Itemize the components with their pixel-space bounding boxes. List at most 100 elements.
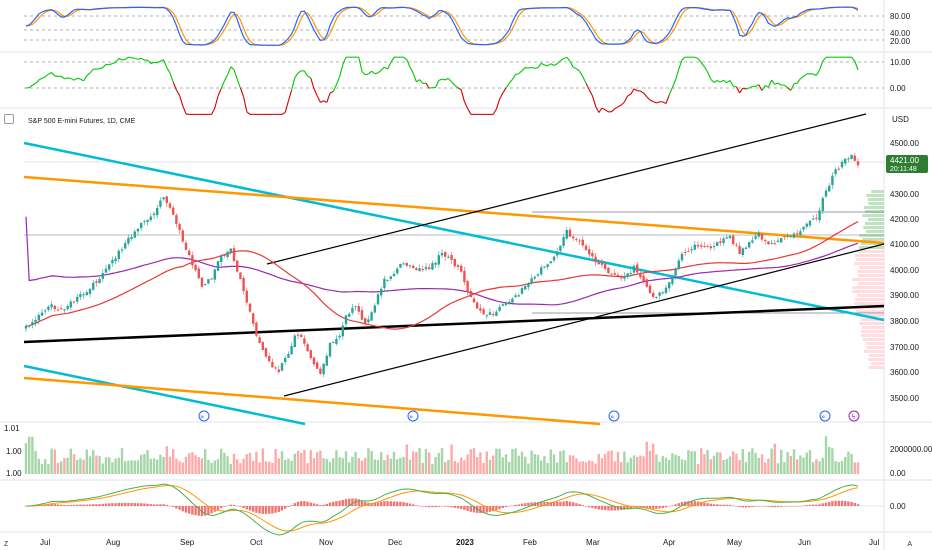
- oscillator-segment: [716, 79, 721, 83]
- time-axis-label: Jul: [869, 538, 879, 547]
- macd-histogram-bar: [415, 505, 418, 506]
- macd-histogram-bar: [223, 506, 226, 507]
- volume-profile-bar: [863, 314, 884, 317]
- macd-histogram-bar: [293, 503, 296, 506]
- macd-histogram-bar: [69, 504, 72, 506]
- svg-text:»: »: [610, 413, 614, 421]
- volume-profile-bar: [863, 350, 884, 353]
- candle-body: [604, 264, 607, 269]
- cyan-trendline[interactable]: [23, 364, 306, 426]
- volume-bar: [757, 457, 760, 474]
- event-marker-icon[interactable]: »: [608, 410, 620, 422]
- macd-histogram-bar: [296, 501, 300, 506]
- volume-profile-bar: [861, 318, 884, 321]
- candle-body: [63, 309, 66, 311]
- volume-bar: [248, 452, 252, 474]
- orange-trendline[interactable]: [23, 175, 885, 245]
- candle-body: [661, 292, 664, 294]
- candle-body: [50, 304, 53, 308]
- macd-histogram-bar: [517, 504, 520, 506]
- candle-body: [197, 268, 200, 279]
- oscillator-segment: [89, 68, 94, 74]
- volume-bar: [143, 453, 146, 474]
- channel-upper-line[interactable]: [266, 113, 867, 265]
- oscillator-segment: [429, 86, 433, 89]
- oscillator-segment: [403, 56, 408, 61]
- oscillator-segment: [822, 56, 827, 62]
- macd-line: [26, 483, 859, 536]
- volume-bar: [556, 462, 559, 474]
- volume-bar: [578, 461, 581, 474]
- candle-body: [424, 267, 428, 270]
- event-marker-icon[interactable]: »: [198, 410, 210, 422]
- oscillator-segment: [147, 59, 152, 64]
- oscillator-segment: [38, 77, 43, 81]
- chart-settings-icon[interactable]: [4, 114, 14, 124]
- macd-histogram-bar: [444, 506, 447, 507]
- volume-bar: [156, 459, 159, 474]
- black-trendline[interactable]: [23, 304, 885, 344]
- macd-histogram-bar: [844, 500, 847, 506]
- volume-bar: [600, 458, 604, 474]
- macd-histogram-bar: [204, 506, 207, 516]
- lightning-icon[interactable]: ϟ: [848, 410, 860, 422]
- oscillator-segment: [531, 66, 535, 69]
- orange-trendline[interactable]: [23, 376, 601, 426]
- candle-body: [824, 190, 828, 197]
- volume-bar: [434, 456, 437, 474]
- volume-bar: [284, 459, 287, 474]
- oscillator-segment: [771, 79, 776, 85]
- event-marker-icon[interactable]: »: [819, 410, 831, 422]
- volume-bar: [620, 461, 623, 474]
- macd-histogram-bar: [386, 501, 389, 506]
- macd-histogram-bar: [597, 506, 600, 510]
- macd-histogram-bar: [652, 506, 655, 509]
- candle-body: [149, 216, 152, 221]
- candle-body: [312, 357, 316, 365]
- channel-lower-line[interactable]: [283, 243, 885, 397]
- cyan-trendline[interactable]: [23, 141, 885, 322]
- candle-body: [751, 240, 754, 243]
- auto-scale-button[interactable]: A: [907, 541, 912, 548]
- volume-bar: [360, 460, 364, 474]
- macd-histogram-bar: [639, 506, 642, 508]
- volume-bar: [319, 450, 322, 474]
- macd-histogram-bar: [341, 499, 344, 506]
- macd-histogram-bar: [95, 504, 98, 506]
- candle-body: [178, 224, 181, 231]
- volume-bar: [837, 462, 840, 474]
- candle-body: [834, 169, 837, 175]
- candle-body: [98, 279, 101, 284]
- candle-body: [434, 262, 437, 265]
- candle-body: [399, 263, 402, 268]
- macd-axis-label: 0.00: [890, 502, 906, 511]
- timezone-toggle-button[interactable]: Z: [4, 541, 9, 548]
- oscillator-segment: [560, 58, 564, 62]
- candle-body: [92, 282, 95, 290]
- volume-bar: [37, 458, 40, 474]
- volume-bar: [82, 459, 85, 474]
- macd-histogram-bar: [360, 500, 364, 506]
- volume-bar: [463, 460, 466, 474]
- candle-body: [191, 255, 194, 266]
- candle-body: [533, 276, 536, 279]
- oscillator-segment: [537, 62, 542, 69]
- candle-body: [818, 210, 821, 221]
- volume-bar: [789, 455, 792, 474]
- event-markers[interactable]: » » » » ϟ: [198, 410, 860, 422]
- macd-histogram-bar: [524, 503, 527, 506]
- volume-profile-bar: [855, 298, 884, 301]
- macd-histogram-bar: [853, 502, 856, 506]
- oscillator-segment: [467, 108, 472, 115]
- volume-profile-bar: [856, 258, 884, 261]
- oscillator-segment: [435, 80, 440, 88]
- volume-bar: [53, 449, 56, 474]
- macd-histogram-bar: [290, 505, 293, 506]
- oscillator-segment: [137, 57, 142, 60]
- candle-body: [290, 346, 293, 355]
- candle-body: [450, 254, 453, 260]
- event-marker-icon[interactable]: »: [407, 410, 419, 422]
- moving-average-slow: [25, 216, 859, 306]
- macd-histogram-bar: [188, 506, 191, 514]
